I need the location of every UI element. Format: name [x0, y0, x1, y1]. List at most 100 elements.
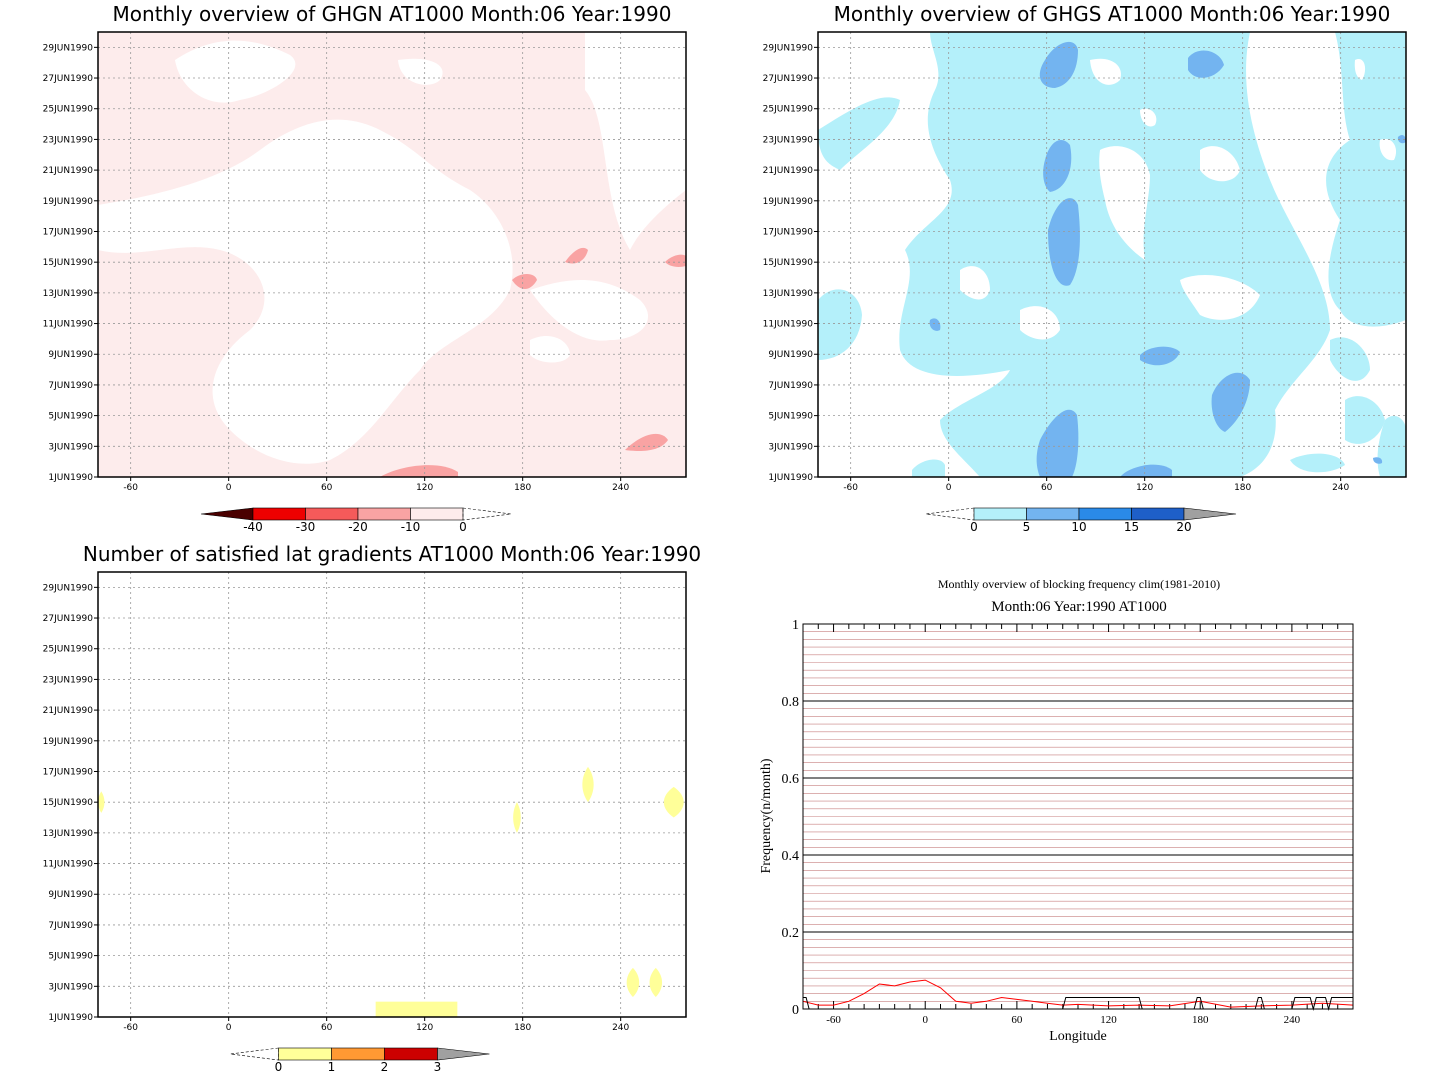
nsat-ytick-label: 29JUN1990: [43, 583, 94, 593]
freq-xtick-labels: -60 0 60 120 180 240: [826, 1014, 1300, 1026]
ghgn-colorbar-label: -20: [348, 520, 368, 534]
ghgs-contour-patch: [1397, 134, 1406, 144]
ghgs-gap: [1354, 59, 1366, 80]
panel-freq: Monthly overview of blocking frequency c…: [759, 577, 1354, 1044]
nsat-ytick-label: 13JUN1990: [43, 829, 94, 839]
freq-xtick-label: 240: [1284, 1014, 1301, 1026]
freq-ytick-label: 0: [792, 1003, 799, 1018]
nsat-colorbar-label: 1: [328, 1060, 336, 1074]
freq-gridlines: [803, 631, 1353, 1002]
ghgs-colorbar-segment: [973, 507, 1027, 521]
ghgs-colorbar-segment: [1026, 507, 1080, 521]
ghgn-colorbar-segment: [357, 507, 411, 521]
ghgn-ytick-label: 21JUN1990: [43, 166, 94, 176]
ghgn-white-regions: [98, 32, 686, 464]
nsat-ytick-label: 15JUN1990: [43, 798, 94, 808]
ghgs-ytick-label: 9JUN1990: [768, 350, 813, 360]
ghgs-contour-patch: [818, 97, 900, 170]
ghgn-colorbar-segment: [252, 507, 306, 521]
ghgs-xtick-label: -60: [843, 483, 858, 493]
ghgs-colorbar-low-end: [925, 507, 975, 521]
nsat-colorbar: 0 1 2 3: [230, 1047, 490, 1074]
ghgs-ytick-label: 25JUN1990: [763, 105, 814, 115]
ghgn-colorbar-low-end: [200, 507, 254, 521]
ghgs-gaps: [960, 58, 1397, 340]
ghgs-contour-patch: [1373, 457, 1383, 464]
ghgn-contour-patch: [625, 433, 668, 451]
ghgs-ytick-label: 11JUN1990: [763, 320, 814, 330]
freq-ytick-label: 0.6: [782, 772, 800, 787]
ghgs-contour-patch: [912, 459, 945, 477]
ghgn-contour-patch: [380, 465, 458, 477]
ghgn-level-minus10: [380, 247, 686, 477]
ghgn-plot: -60 0 60 120 180 240 1JUN1990 3JUN1990 5JUN1990…: [43, 31, 687, 493]
nsat-ytick-label: 21JUN1990: [43, 706, 94, 716]
ghgs-ytick-label: 15JUN1990: [763, 258, 814, 268]
nsat-ytick-label: 7JUN1990: [48, 921, 93, 931]
nsat-xtick-label: 180: [514, 1023, 531, 1033]
ghgn-white-region: [330, 166, 430, 195]
ghgn-ytick-label: 15JUN1990: [43, 258, 94, 268]
nsat-colorbar-segment: [278, 1047, 332, 1061]
ghgs-contour-patch: [1039, 41, 1078, 88]
ghgs-gap: [1140, 108, 1157, 127]
nsat-region: [626, 967, 640, 998]
ghgs-gap: [1180, 275, 1260, 320]
ghgs-colorbar: 0 5 10 15 20: [925, 507, 1237, 534]
nsat-ytick-label: 3JUN1990: [48, 982, 93, 992]
ghgn-white-region: [175, 40, 296, 103]
nsat-ytick-label: 1JUN1990: [48, 1013, 93, 1023]
ghgn-colorbar-label: -30: [296, 520, 316, 534]
nsat-plot-frame: [97, 571, 687, 1018]
ghgs-ytick-label: 17JUN1990: [763, 227, 814, 237]
ghgs-plot-frame: [817, 31, 1407, 478]
ghgs-ytick-label: 5JUN1990: [768, 412, 813, 422]
ghgn-ytick-label: 7JUN1990: [48, 381, 93, 391]
nsat-plot: -60 0 60 120 180 240 1JUN1990 3JUN1990 5JUN1990…: [43, 571, 687, 1033]
freq-xtick-label: 60: [1011, 1014, 1023, 1026]
ghgn-contour-patch: [512, 274, 537, 289]
ghgn-xtick-label: 180: [514, 483, 531, 493]
ghgs-contour-patch: [1120, 464, 1172, 477]
ghgn-ytick-label: 13JUN1990: [43, 289, 94, 299]
ghgn-contour-patch: [665, 254, 686, 267]
ghgn-plot-frame: [97, 31, 687, 478]
ghgn-ytick-label: 11JUN1990: [43, 320, 94, 330]
ghgn-ytick-labels: 1JUN1990 3JUN1990 5JUN1990 7JUN1990 9JUN1990…: [43, 43, 98, 483]
ghgs-contour-patch: [1326, 32, 1406, 327]
ghgs-plot: -60 0 60 120 180 240 1JUN1990 3JUN1990 5JUN1990…: [763, 31, 1407, 493]
panel-nsat: Number of satisfied lat gradients AT1000…: [43, 542, 701, 1074]
freq-ytick-labels: 0 0.2 0.4 0.6 0.8 1: [782, 618, 800, 1018]
ghgn-ytick-label: 5JUN1990: [48, 412, 93, 422]
freq-subtitle: Month:06 Year:1990 AT1000: [991, 599, 1166, 615]
nsat-xtick-label: 60: [321, 1023, 333, 1033]
freq-xtick-label: 120: [1100, 1014, 1117, 1026]
ghgs-xtick-label: 240: [1332, 483, 1349, 493]
ghgs-contour-patch: [899, 32, 1330, 477]
ghgs-xtick-labels: -60 0 60 120 180 240: [843, 477, 1350, 493]
nsat-ytick-label: 27JUN1990: [43, 614, 94, 624]
freq-ytick-label: 0.4: [782, 849, 800, 864]
nsat-colorbar-high-end: [437, 1047, 490, 1061]
ghgs-colorbar-label: 5: [1023, 520, 1031, 534]
nsat-region: [375, 1001, 458, 1017]
ghgs-colorbar-segment: [1131, 507, 1185, 521]
ghgn-ytick-label: 19JUN1990: [43, 197, 94, 207]
ghgs-ytick-label: 27JUN1990: [763, 74, 814, 84]
nsat-xtick-label: 0: [226, 1023, 232, 1033]
nsat-colorbar-label: 2: [381, 1060, 389, 1074]
freq-ylabel: Frequency(n/month): [759, 758, 774, 873]
ghgn-contour-patch: [565, 247, 588, 264]
ghgs-gap: [960, 266, 990, 300]
ghgs-ytick-label: 21JUN1990: [763, 166, 814, 176]
ghgs-xtick-label: 180: [1234, 483, 1251, 493]
ghgs-ytick-label: 1JUN1990: [768, 473, 813, 483]
ghgs-contour-patch: [1377, 415, 1406, 477]
ghgs-contour-patch: [1036, 409, 1079, 477]
ghgn-colorbar-label: 0: [459, 520, 467, 534]
nsat-regions: [98, 766, 684, 1017]
nsat-ytick-label: 5JUN1990: [48, 952, 93, 962]
ghgs-ytick-label: 13JUN1990: [763, 289, 814, 299]
ghgs-colorbar-label: 20: [1176, 520, 1191, 534]
